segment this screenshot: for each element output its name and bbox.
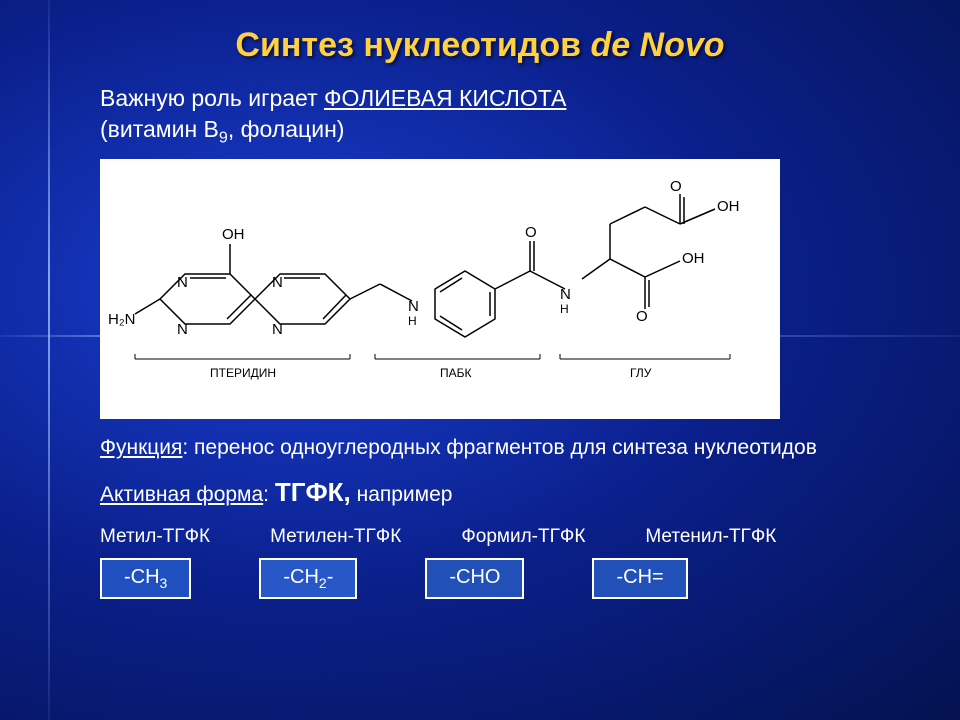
intro-line2a: (витамин В: [100, 116, 219, 142]
form-methenyl: Метенил-ТГФК: [645, 526, 776, 548]
label-pteridine: ПТЕРИДИН: [210, 366, 276, 380]
intro-sub: 9: [219, 129, 228, 147]
label-glu: ГЛУ: [630, 366, 652, 380]
title-italic: de Novo: [590, 26, 724, 64]
chemical-structure: OH N N N N H₂N N H O N H O OH O OH ПТЕРИ…: [100, 159, 780, 419]
atom-o2: O: [670, 178, 682, 195]
group-ch: -СН=: [592, 558, 687, 599]
atom-o3: O: [636, 308, 648, 325]
g2-t: -СН: [283, 566, 319, 588]
intro-key: ФОЛИЕВАЯ КИСЛОТА: [324, 85, 566, 111]
atom-h1: H: [408, 314, 417, 328]
atom-h2n: H₂N: [108, 311, 136, 328]
group-cho: -СНО: [425, 558, 524, 599]
active-suffix: например: [357, 483, 453, 506]
slide-title: Синтез нуклеотидов de Novo: [0, 0, 960, 65]
atom-oh: OH: [222, 226, 245, 243]
function-block: Функция: перенос одноуглеродных фрагмент…: [0, 433, 960, 462]
atom-n3: N: [272, 274, 283, 291]
groups-row: -СН3 -СН2- -СНО -СН=: [0, 548, 960, 599]
intro-block: Важную роль играет ФОЛИЕВАЯ КИСЛОТА (вит…: [0, 65, 960, 149]
atom-nh2: N: [560, 286, 571, 303]
folic-acid-svg: OH N N N N H₂N N H O N H O OH O OH ПТЕРИ…: [100, 159, 780, 419]
function-text: : перенос одноуглеродных фрагментов для …: [182, 436, 816, 459]
g2-tail: -: [327, 566, 334, 588]
function-label: Функция: [100, 436, 182, 459]
form-methylene: Метилен-ТГФК: [270, 526, 401, 548]
forms-row: Метил-ТГФК Метилен-ТГФК Формил-ТГФК Мете…: [0, 508, 960, 548]
decor-line-v: [48, 0, 50, 720]
g1-t: -СН: [124, 566, 160, 588]
g1-s: 3: [160, 575, 168, 591]
atom-n4: N: [272, 321, 283, 338]
group-ch3: -СН3: [100, 558, 191, 599]
form-formyl: Формил-ТГФК: [461, 526, 585, 548]
group-ch2: -СН2-: [259, 558, 357, 599]
atom-oh2: OH: [717, 198, 740, 215]
form-methyl: Метил-ТГФК: [100, 526, 210, 548]
label-paba: ПАБК: [440, 366, 472, 380]
title-text: Синтез нуклеотидов: [235, 26, 590, 64]
active-label: Активная форма: [100, 483, 263, 506]
active-key: ТГФК,: [275, 477, 351, 507]
intro-line2b: , фолацин): [228, 116, 345, 142]
atom-nh1: N: [408, 298, 419, 315]
active-colon: :: [263, 483, 275, 506]
active-block: Активная форма: ТГФК, например: [0, 463, 960, 508]
atom-o1: O: [525, 224, 537, 241]
g2-s: 2: [319, 575, 327, 591]
atom-h2: H: [560, 302, 569, 316]
atom-n1: N: [177, 274, 188, 291]
atom-oh3: OH: [682, 250, 705, 267]
atom-n2: N: [177, 321, 188, 338]
intro-prefix: Важную роль играет: [100, 85, 324, 111]
